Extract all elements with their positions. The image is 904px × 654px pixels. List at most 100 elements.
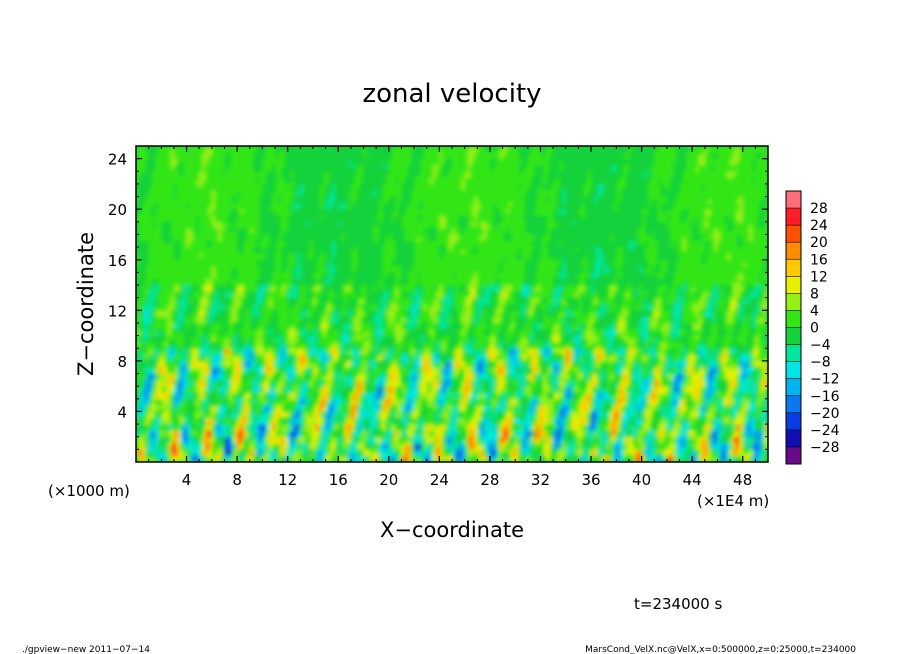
- field-cell: [673, 455, 677, 460]
- field-cell: [414, 383, 418, 387]
- field-cell: [613, 439, 617, 444]
- field-cell: [616, 383, 620, 387]
- field-cell: [391, 452, 396, 457]
- field-cell: [347, 373, 352, 378]
- field-cell: [139, 455, 143, 460]
- field-cell: [619, 367, 624, 371]
- field-cell: [290, 436, 295, 441]
- field-cell: [562, 392, 567, 397]
- field-cell: [745, 370, 750, 374]
- field-cell: [391, 392, 396, 397]
- field-cell: [139, 424, 143, 428]
- field-cell: [401, 367, 405, 371]
- field-cell: [591, 436, 595, 441]
- field-cell: [439, 389, 443, 393]
- field-cell: [572, 386, 576, 390]
- field-cell: [733, 389, 737, 393]
- field-cell: [685, 411, 690, 415]
- field-cell: [670, 405, 674, 409]
- field-cell: [335, 439, 339, 444]
- field-cell: [695, 458, 699, 462]
- field-cell: [698, 405, 703, 409]
- field-cell: [445, 443, 450, 447]
- field-cell: [739, 430, 744, 434]
- field-cell: [527, 386, 532, 390]
- field-cell: [726, 389, 731, 393]
- field-cell: [726, 458, 731, 462]
- field-cell: [414, 427, 418, 431]
- field-cell: [461, 446, 466, 450]
- field-cell: [707, 430, 712, 434]
- field-cell: [549, 386, 554, 390]
- field-cell: [553, 395, 557, 400]
- field-cell: [300, 373, 304, 378]
- field-cell: [240, 458, 244, 462]
- field-cell: [730, 379, 734, 384]
- field-cell: [145, 386, 150, 390]
- field-cell: [606, 379, 611, 384]
- field-cell: [379, 427, 383, 431]
- field-cell: [651, 417, 655, 422]
- field-cell: [549, 424, 554, 428]
- field-cell: [376, 383, 380, 387]
- field-cell: [331, 373, 336, 378]
- field-cell: [290, 405, 295, 409]
- field-cell: [167, 439, 172, 444]
- field-cell: [373, 424, 377, 428]
- field-cell: [388, 370, 393, 374]
- field-cell: [246, 433, 251, 438]
- field-cell: [281, 405, 285, 409]
- field-cell: [417, 405, 421, 409]
- field-cell: [584, 420, 589, 425]
- field-cell: [363, 408, 368, 412]
- field-cell: [695, 420, 699, 425]
- field-cell: [723, 411, 728, 415]
- field-cell: [230, 383, 235, 387]
- field-cell: [594, 379, 598, 384]
- field-cell: [196, 458, 200, 462]
- field-cell: [237, 401, 241, 406]
- field-cell: [470, 386, 475, 390]
- field-cell: [429, 386, 434, 390]
- field-cell: [161, 405, 165, 409]
- field-cell: [237, 414, 241, 419]
- field-cell: [711, 392, 715, 397]
- field-cell: [537, 427, 541, 431]
- field-cell: [502, 389, 507, 393]
- field-cell: [512, 433, 516, 438]
- field-cell: [199, 458, 203, 462]
- field-cell: [369, 405, 374, 409]
- field-cell: [641, 383, 646, 387]
- field-cell: [136, 389, 140, 393]
- field-cell: [423, 373, 428, 378]
- field-cell: [644, 386, 649, 390]
- field-cell: [297, 398, 301, 403]
- field-cell: [237, 449, 241, 453]
- field-cell: [224, 433, 229, 438]
- field-cell: [439, 455, 443, 460]
- field-cell: [717, 373, 721, 378]
- field-cell: [502, 439, 507, 444]
- field-cell: [290, 414, 295, 419]
- field-cell: [641, 398, 646, 403]
- field-cell: [546, 417, 551, 422]
- field-cell: [218, 401, 222, 406]
- field-cell: [452, 392, 456, 397]
- field-cell: [562, 373, 567, 378]
- field-cell: [164, 392, 168, 397]
- field-cell: [527, 376, 532, 381]
- field-cell: [467, 379, 472, 384]
- field-cell: [436, 370, 440, 374]
- field-cell: [439, 427, 443, 431]
- field-cell: [591, 367, 595, 371]
- field-cell: [606, 376, 611, 381]
- field-cell: [483, 373, 488, 378]
- field-cell: [420, 392, 424, 397]
- field-cell: [287, 392, 292, 397]
- field-cell: [600, 443, 605, 447]
- field-cell: [379, 417, 383, 422]
- field-cell: [148, 395, 153, 400]
- field-cell: [458, 446, 462, 450]
- field-cell: [420, 417, 424, 422]
- field-cell: [512, 411, 516, 415]
